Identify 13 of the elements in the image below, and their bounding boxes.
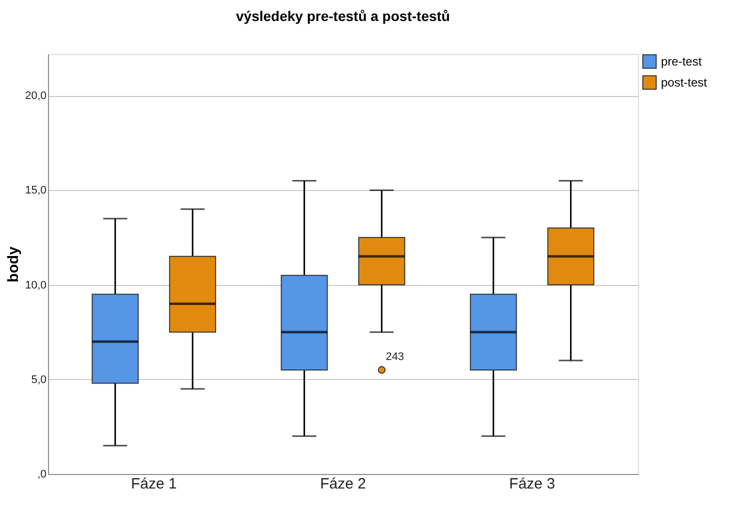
legend-label: pre-test: [661, 54, 702, 68]
y-tick-label: 15,0: [25, 184, 46, 197]
x-tick-label: Fáze 2: [320, 476, 366, 492]
y-tick-label: 5,0: [31, 374, 46, 386]
legend-label: post-test: [661, 76, 708, 90]
y-tick-label: 20,0: [25, 90, 46, 102]
chart-title: výsledeky pre-testů a post-testů: [236, 8, 450, 24]
y-axis-title: body: [5, 246, 22, 282]
annotation: 243: [386, 350, 404, 363]
y-tick-label: ,0: [37, 468, 46, 480]
x-tick-label: Fáze 3: [509, 476, 556, 492]
y-tick-label: 10,0: [25, 279, 46, 292]
x-tick-label: Fáze 1: [130, 476, 177, 492]
